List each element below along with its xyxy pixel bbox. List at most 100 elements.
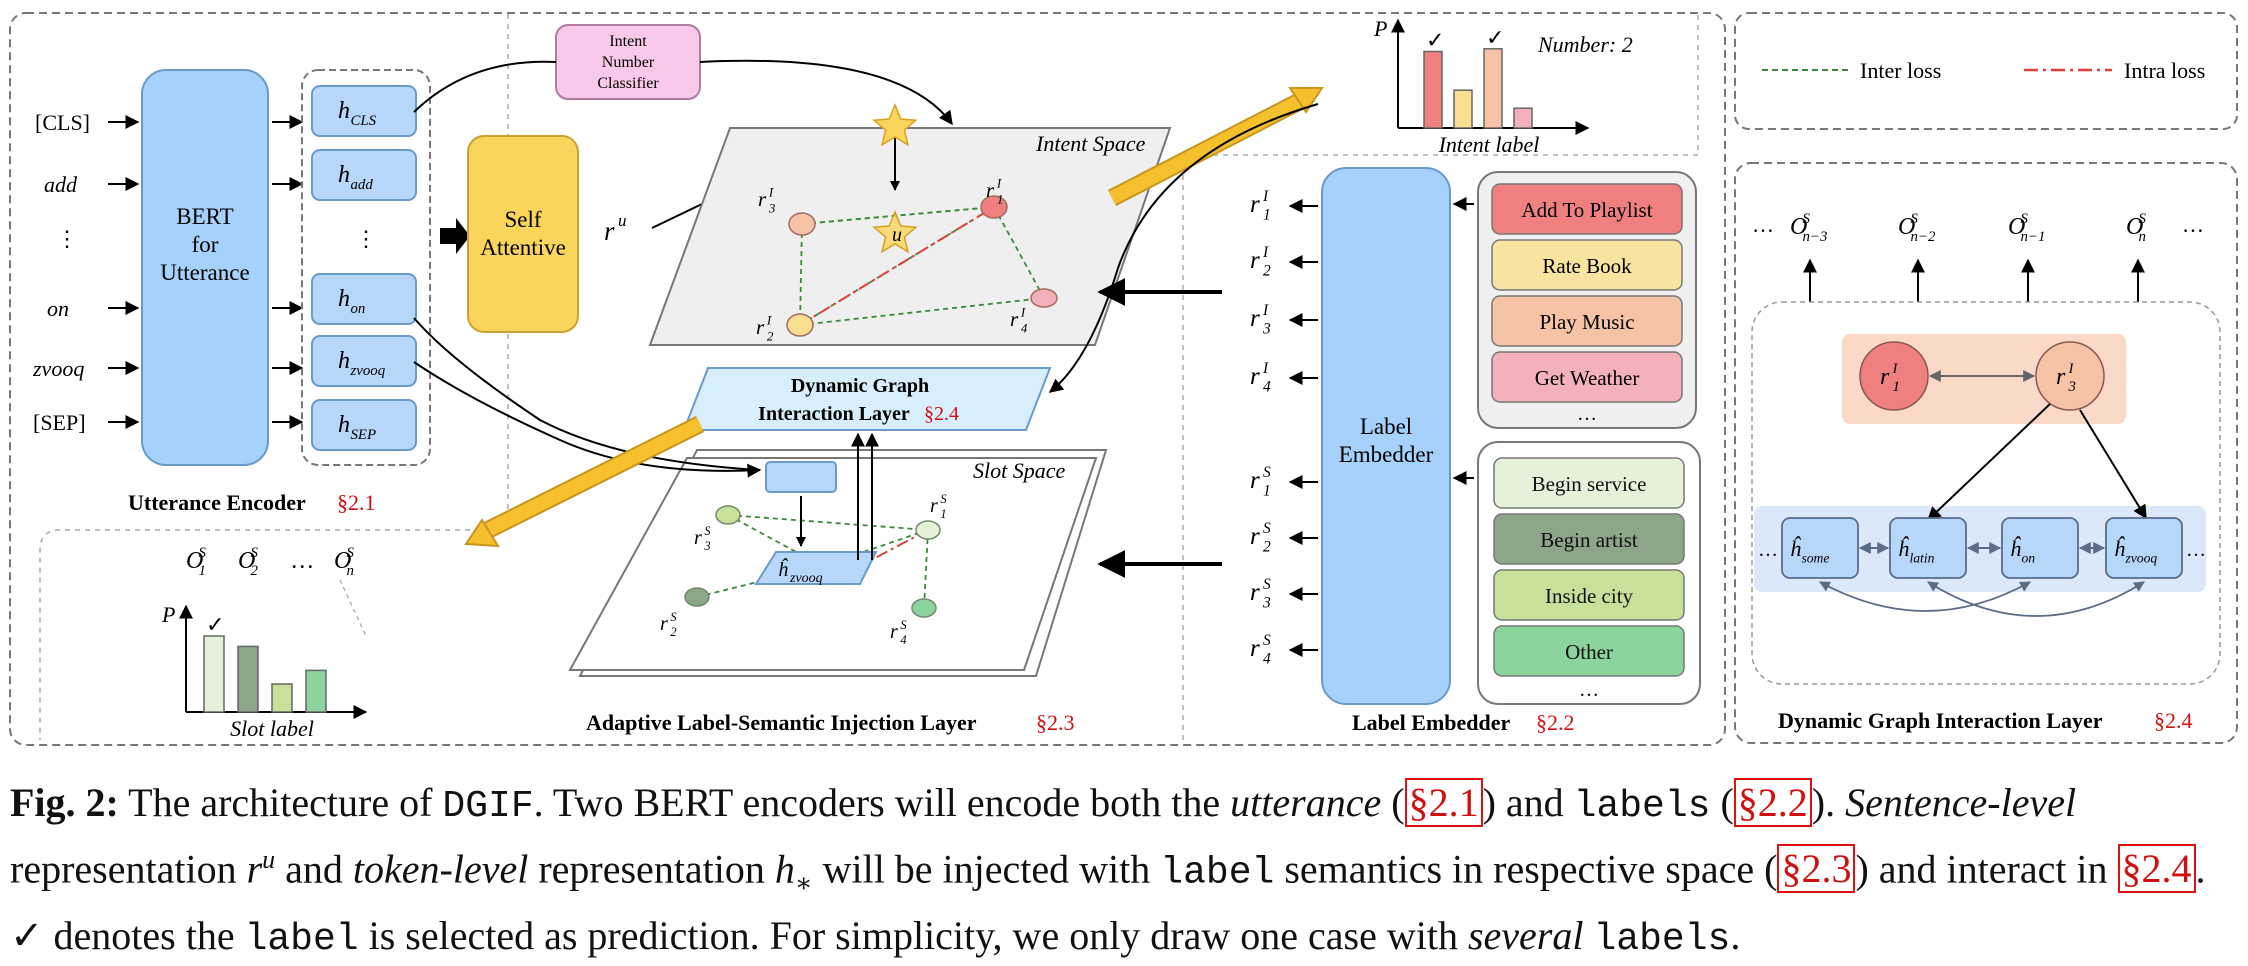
slot-label-rep-sub: 3 [1262,595,1271,612]
intent-label-rep-sub: 3 [1262,321,1271,338]
injection-layer-title: Adaptive Label-Semantic Injection Layer [586,710,977,735]
intent-node-label: r I1 [986,176,1003,207]
hidden-state-label-sub: SEP [350,427,376,443]
dgil-token-node [1889,517,1967,579]
caption-labels-2: labels [1593,918,1731,962]
slot-label-text: Inside city [1545,584,1634,608]
slot-output-label-base: O [238,548,255,574]
intent-center-label: u [892,224,902,246]
dgil-output-label-base: O [1790,214,1807,240]
dgil-panel-ref: §2.4 [2154,708,2193,733]
intent-node [980,195,1008,219]
caption-text: . ✓ denotes the [10,846,2206,959]
intent-label-text: Get Weather [1535,366,1640,390]
intent-label-rep-sup: I [1262,302,1269,319]
slot-output-label: OSn [334,545,354,579]
intent-token-edge [2079,409,2147,520]
dgil-token-label-base: ĥ [2010,536,2022,561]
injection-layer-ref: §2.3 [1036,710,1075,735]
caption-hstar-sub: ∗ [794,868,813,898]
intent-label-text: Play Music [1539,310,1634,334]
slot-output-label: OS 2 [238,545,258,579]
slot-node-label: r S4 [890,618,907,647]
slot-output-label-base: O [186,548,203,574]
label-to-dgil-arrow [1048,103,1319,393]
slot-output-label-base: … [292,548,313,574]
dgil-output-label-sub: n−3 [1802,229,1827,245]
zvooq-sub: zvooq [789,571,823,586]
caption-text: ). [1811,780,1846,825]
intent_chart-check-icon: ✓ [1426,28,1444,53]
intent-node [788,212,816,236]
figure-caption: Fig. 2: The architecture of DGIF. Two BE… [10,776,2245,966]
dgil-output-ellipsis: … [1752,212,1774,237]
dgil-box-ref: §2.4 [924,403,959,425]
dgil-intent-label-sub: 3 [2067,379,2075,395]
caption-ref-2-3[interactable]: §2.3 [1777,844,1856,894]
bert-label-3: Utterance [160,260,249,285]
utterance-encoder-title: Utterance Encoder [128,490,306,515]
intent-label-text: Rate Book [1542,254,1632,278]
dgil-output-label: OSn−1 [2008,211,2045,245]
caption-ref-2-4[interactable]: §2.4 [2117,844,2196,894]
dgil-output-ellipsis: … [2182,212,2204,237]
slot-label-box [1493,569,1685,621]
hidden-state-label-sub: add [350,177,373,193]
intent-node-label-base: r [1010,307,1019,331]
slot-output-label-sub: 2 [250,563,258,579]
intent_chart-bar [1483,48,1503,129]
dgil-intent-label: r I 1 [1880,361,1900,395]
svg-text:u: u [618,211,627,230]
slot-label-rep-sub: 4 [1263,651,1271,668]
caption-dgif: DGIF [442,785,534,828]
intent-node-label-sub: 2 [767,328,774,343]
slot-output-label: OS 1 [186,545,206,579]
utterance-encoder-ref: §2.1 [337,490,376,515]
slot-label-rep-sub: 1 [1263,483,1271,500]
caption-labels: labels [1573,785,1711,828]
dgil-outputs: OSn−3 OSn−2 OSn−1 OSn…… [1752,211,2204,302]
intent-node-label: r I2 [756,313,774,344]
dgil-token-label-base: ĥ [1898,536,1910,561]
caption-several: several [1467,913,1584,959]
intent-node [1030,288,1058,308]
caption-label: label [1160,851,1275,895]
token-cls: [CLS] [35,110,90,135]
dgil-token-label: ĥ on [2010,536,2035,566]
bert-label-1: BERT [176,204,233,229]
token-add: add [44,172,78,197]
svg-text:r: r [604,216,615,246]
slot-label-rep: r S 1 [1250,464,1271,500]
to-self-attentive-arrow [440,218,470,254]
zvooq-to-slot-arrow [413,361,762,478]
bert-label-2: for [192,232,219,257]
dgil-token-label: ĥ zvooq [2114,536,2157,566]
hidden-state-label-base: h [338,412,350,438]
caption-hstar: h [774,846,795,892]
hidden-state-label: h SEP [338,412,376,443]
dgil-output-label: OSn−3 [1790,211,1827,245]
slot-node [715,505,741,525]
inter-loss-edge [799,223,803,326]
intent-node-label-sup: I [768,185,774,200]
caption-ref-2-1[interactable]: §2.1 [1404,778,1483,827]
dgil-graph: r I1 r I3ĥ some ĥ latin ĥ on ĥ zvooq…… [1758,341,2206,617]
dgil-token-label: ĥ some [1790,536,1829,566]
hidden-state-label-base: h [338,162,350,188]
intent-label-rep: r I 2 [1250,244,1271,280]
intent-label-rep-base: r [1250,363,1260,390]
slot_chart-ylabel: P [161,602,175,627]
inter-loss-label: Inter loss [1860,58,1941,83]
intent-node-label: r I3 [758,185,776,216]
token-zvooq: zvooq [32,356,84,381]
slot-query-box [765,461,837,493]
dgil-intent-label-base: r [2056,364,2066,390]
hidden-state-label: h on [338,286,365,317]
slot-label-rep-base: r [1250,635,1260,662]
dgil-output-label-sub: n [2138,229,2145,245]
slot-label-box [1493,513,1685,565]
caption-ref-2-2[interactable]: §2.2 [1733,778,1812,827]
slot-output-label-base: O [334,548,351,574]
slot-node-label-base: r [694,527,702,549]
slot-label-rep-sup: S [1263,464,1271,481]
